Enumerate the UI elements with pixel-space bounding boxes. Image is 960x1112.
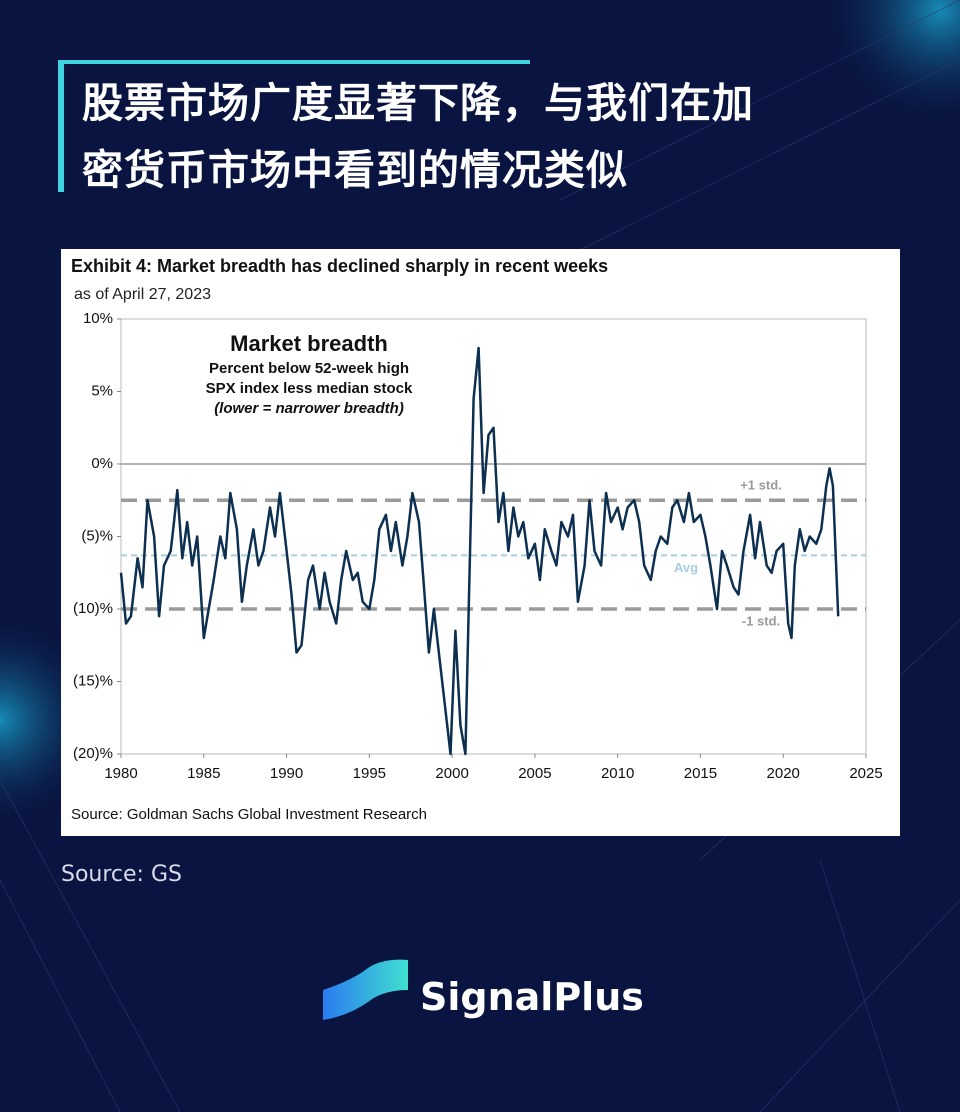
x-tick-label: 1995 xyxy=(353,765,386,782)
y-tick-label: 0% xyxy=(91,455,113,472)
series-line xyxy=(119,346,840,756)
y-tick-label: 5% xyxy=(91,382,113,399)
y-tick-label: (15)% xyxy=(73,672,113,689)
x-tick-label: 2010 xyxy=(601,765,634,782)
x-tick-label: 1990 xyxy=(270,765,303,782)
annotation: (lower = narrower breadth) xyxy=(214,400,404,417)
y-tick-label: (20)% xyxy=(73,745,113,762)
y-tick-label: (5)% xyxy=(81,527,113,544)
reference-label: -1 std. xyxy=(742,613,780,628)
title-line: 密货币市场中看到的情况类似 xyxy=(82,146,628,194)
chart-card: Exhibit 4: Market breadth has declined s… xyxy=(61,249,900,836)
x-tick-label: 2000 xyxy=(435,765,468,782)
brand: SignalPlus xyxy=(420,975,644,1019)
chart-subtitle: as of April 27, 2023 xyxy=(74,286,211,303)
annotation: Percent below 52-week high xyxy=(209,360,409,377)
chart-source: Source: Goldman Sachs Global Investment … xyxy=(71,806,427,823)
page-title: 股票市场广度显著下降，与我们在加 密货币市场中看到的情况类似 xyxy=(82,70,754,204)
annotation: Market breadth xyxy=(230,331,388,356)
reference-label: +1 std. xyxy=(740,478,782,493)
x-tick-label: 2020 xyxy=(767,765,800,782)
reference-label: Avg xyxy=(674,560,698,575)
x-tick-label: 2005 xyxy=(518,765,551,782)
x-tick-label: 2025 xyxy=(849,765,882,782)
caption: Source: GS xyxy=(61,862,182,887)
y-tick-label: (10)% xyxy=(73,600,113,617)
x-tick-label: 1980 xyxy=(104,765,137,782)
chart-title: Exhibit 4: Market breadth has declined s… xyxy=(71,256,608,276)
y-tick-label: 10% xyxy=(83,310,113,327)
chart: Exhibit 4: Market breadth has declined s… xyxy=(71,256,883,823)
annotation: SPX index less median stock xyxy=(206,380,413,397)
title-line: 股票市场广度显著下降，与我们在加 xyxy=(82,79,754,127)
x-tick-label: 1985 xyxy=(187,765,220,782)
x-tick-label: 2015 xyxy=(684,765,717,782)
